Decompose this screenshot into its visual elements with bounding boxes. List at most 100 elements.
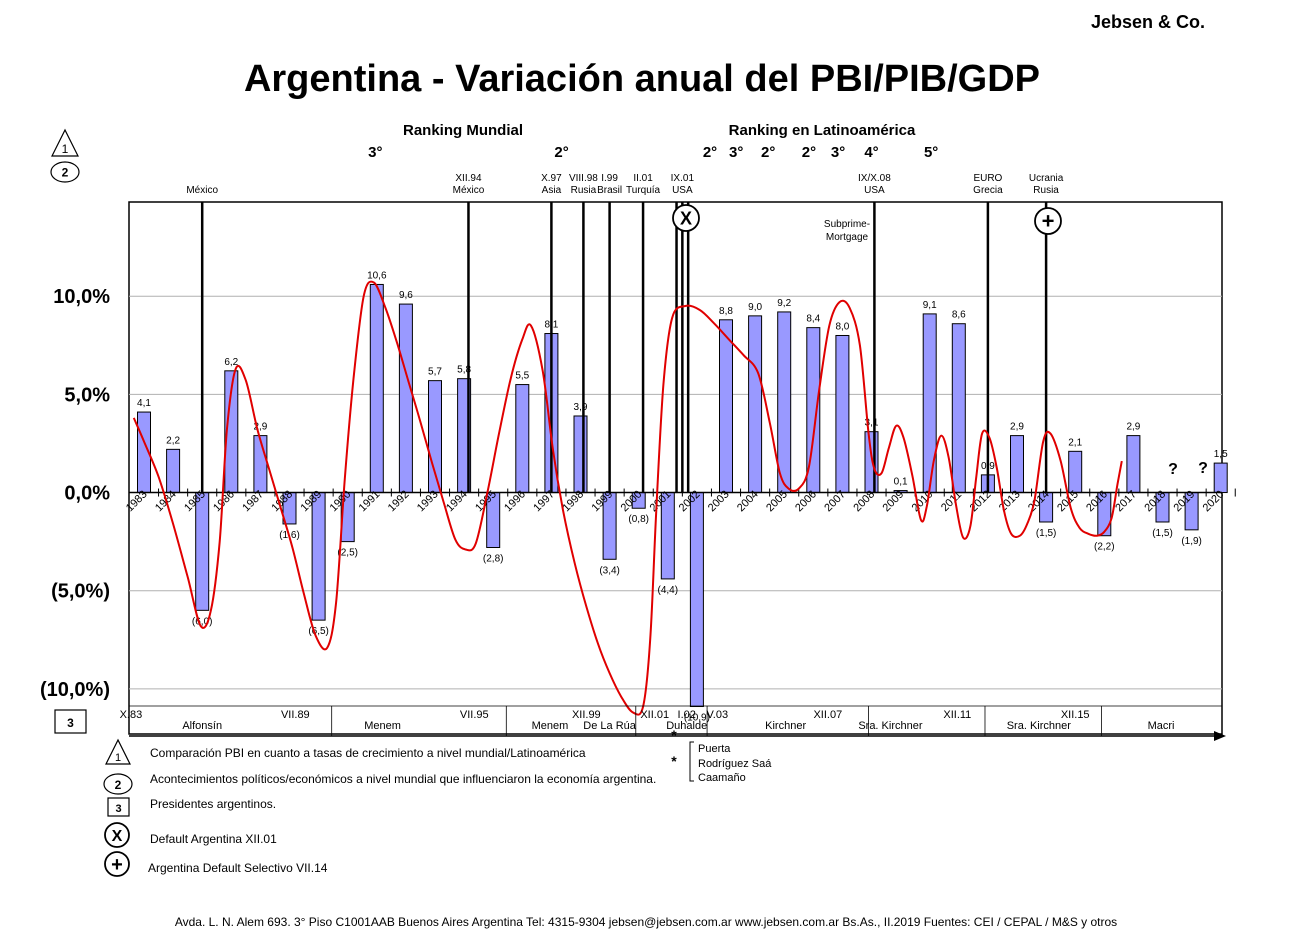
value-label-2011: 8,6 bbox=[952, 310, 966, 321]
president-separators bbox=[331, 706, 1102, 736]
value-label-1994: 5,8 bbox=[457, 365, 471, 376]
legend-item-ranking: Comparación PBI en cuanto a tasas de cre… bbox=[150, 746, 586, 760]
svg-text:X: X bbox=[680, 209, 692, 229]
value-label-1996: 5,5 bbox=[515, 371, 529, 382]
president-label-18: Macri bbox=[1148, 720, 1175, 732]
y-tick-label: 10,0% bbox=[53, 286, 110, 308]
president-label-1: Alfonsín bbox=[182, 720, 222, 732]
y-tick-label: 0,0% bbox=[64, 483, 110, 505]
bar-2007 bbox=[835, 334, 850, 494]
president-label-11: V.03 bbox=[706, 709, 728, 721]
event-label: VIII.98 bbox=[569, 173, 598, 184]
event-label: Rusia bbox=[1033, 185, 1059, 196]
value-label-2020: 1,5 bbox=[1214, 449, 1228, 460]
legend-item-presidents: Presidentes argentinos. bbox=[150, 797, 276, 811]
legend-item-default: Default Argentina XII.01 bbox=[150, 832, 277, 846]
y-tick-label: (5,0%) bbox=[51, 581, 110, 603]
event-label: USA bbox=[672, 185, 693, 196]
svg-text:*: * bbox=[671, 753, 677, 769]
subprime-label-1: Subprime- bbox=[824, 219, 870, 230]
ranking-mark-8: 5° bbox=[924, 144, 938, 161]
bar-1998 bbox=[573, 415, 588, 494]
president-label-7: De La Rúa bbox=[583, 720, 636, 732]
value-label-1995: (2,8) bbox=[483, 554, 504, 565]
event-label: Rusia bbox=[571, 185, 597, 196]
bar-2020 bbox=[1213, 462, 1228, 494]
value-label-1989: (6,5) bbox=[308, 626, 329, 637]
value-label-2018: (1,5) bbox=[1152, 528, 1173, 539]
bar-2013 bbox=[1010, 435, 1024, 494]
svg-text:3: 3 bbox=[67, 716, 74, 730]
svg-text:1: 1 bbox=[62, 142, 69, 156]
badge-triangle-1: 1 bbox=[51, 128, 79, 157]
event-label: Turquía bbox=[626, 185, 661, 196]
value-label-1997: 8,1 bbox=[544, 320, 558, 331]
timeline-arrow-icon bbox=[1214, 731, 1226, 741]
value-label-2010: 9,1 bbox=[923, 300, 937, 311]
president-label-5: Menem bbox=[532, 720, 569, 732]
event-label: Brasil bbox=[597, 185, 622, 196]
value-label-2002: (10,9) bbox=[684, 713, 710, 724]
value-label-2016: (2,2) bbox=[1094, 542, 1115, 553]
value-label-1986: 6,2 bbox=[224, 357, 238, 368]
president-label-4: VII.95 bbox=[460, 709, 489, 721]
ranking-mark-6: 3° bbox=[831, 144, 845, 161]
president-label-13: XII.07 bbox=[813, 709, 842, 721]
ranking-mark-5: 2° bbox=[802, 144, 816, 161]
ranking-mundial-title: Ranking Mundial bbox=[403, 122, 523, 139]
legend-item-events: Acontecimientos políticos/económicos a n… bbox=[150, 772, 656, 786]
y-tick-label: (10,0%) bbox=[40, 679, 110, 701]
interim-name-1: Puerta bbox=[698, 743, 731, 755]
value-label-1998: 3,9 bbox=[574, 402, 588, 413]
event-lines bbox=[200, 202, 1048, 493]
svg-text:3: 3 bbox=[115, 803, 121, 815]
question-mark-2020: ? bbox=[1198, 460, 1208, 477]
president-label-8: XII.01 bbox=[640, 709, 669, 721]
bar-2004 bbox=[748, 315, 763, 494]
value-label-1992: 9,6 bbox=[399, 290, 413, 301]
legend-square-icon: 3 bbox=[107, 797, 130, 817]
ranking-mark-7: 4° bbox=[864, 144, 878, 161]
value-label-2015: 2,1 bbox=[1068, 437, 1082, 448]
president-label-0: X.83 bbox=[120, 709, 143, 721]
value-label-1991: 10,6 bbox=[367, 270, 387, 281]
trend-line bbox=[132, 280, 1123, 716]
bar-1985 bbox=[195, 492, 210, 611]
value-label-2000: (0,8) bbox=[628, 514, 649, 525]
bar-2017 bbox=[1126, 435, 1141, 494]
event-label: Ucrania bbox=[1029, 173, 1064, 184]
y-tick-label: 5,0% bbox=[64, 384, 110, 406]
bar-1996 bbox=[515, 384, 530, 494]
bar-1992 bbox=[398, 303, 413, 494]
president-label-12: Kirchner bbox=[765, 720, 806, 732]
bar-2003 bbox=[719, 319, 733, 494]
svg-text:+: + bbox=[111, 854, 123, 876]
bar-2002 bbox=[689, 492, 704, 708]
ranking-mark-3: 3° bbox=[729, 144, 743, 161]
bar-1984 bbox=[166, 448, 181, 494]
ranking-mark-2: 2° bbox=[703, 144, 717, 161]
value-label-2006: 8,4 bbox=[806, 314, 820, 325]
bar-1987 bbox=[253, 435, 268, 494]
value-label-1984: 2,2 bbox=[166, 435, 180, 446]
legend-circle-icon: 2 bbox=[103, 773, 133, 795]
event-label: EURO bbox=[973, 173, 1002, 184]
question-mark-2019: ? bbox=[1168, 461, 1178, 478]
badge-square-3: 3 bbox=[54, 709, 87, 734]
event-label: IX/X.08 bbox=[858, 173, 891, 184]
legend: 1 Comparación PBI en cuanto a tasas de c… bbox=[103, 738, 656, 877]
svg-text:2: 2 bbox=[115, 778, 122, 792]
value-label-2005: 9,2 bbox=[777, 298, 791, 309]
value-labels: 4,12,2(6,0)6,22,9(1,6)(6,5)(2,5)10,69,65… bbox=[137, 270, 1228, 723]
event-label: XII.94 bbox=[455, 173, 482, 184]
event-label: USA bbox=[864, 185, 885, 196]
value-label-1990: (2,5) bbox=[337, 548, 358, 559]
footer-contact: Avda. L. N. Alem 693. 3° Piso C1001AAB B… bbox=[175, 915, 1117, 929]
event-label: México bbox=[453, 185, 485, 196]
value-label-1999: (3,4) bbox=[599, 565, 620, 576]
value-label-1993: 5,7 bbox=[428, 367, 442, 378]
event-label: Asia bbox=[542, 185, 562, 196]
chart-title: Argentina - Variación anual del PBI/PIB/… bbox=[244, 58, 1040, 100]
president-label-3: Menem bbox=[364, 720, 401, 732]
ranking-latam-title: Ranking en Latinoamérica bbox=[729, 122, 916, 139]
